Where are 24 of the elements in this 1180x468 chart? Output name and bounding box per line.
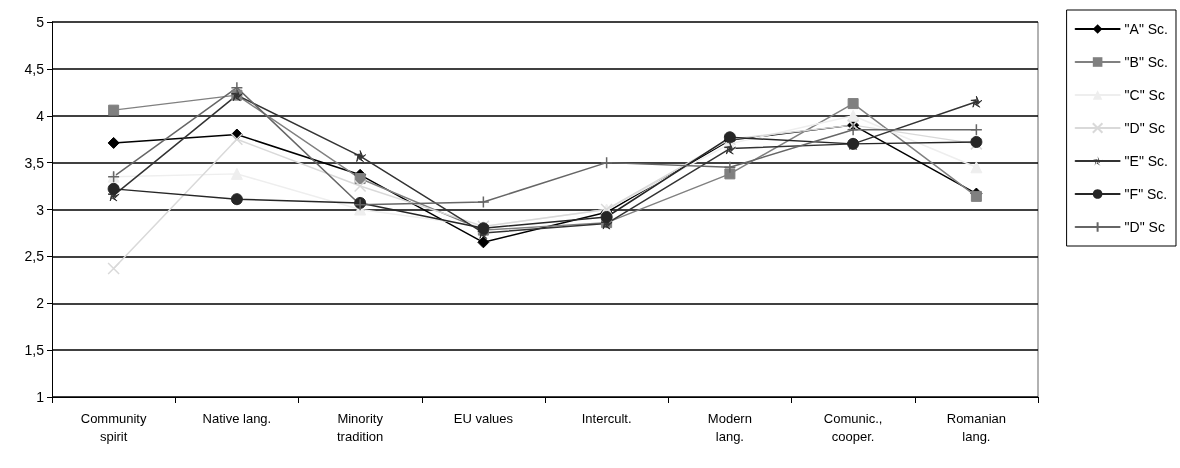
legend-label: "C" Sc [1124,87,1165,103]
x-tick-label: Community spirit [80,410,147,444]
legend-label: "B" Sc. [1124,54,1169,70]
legend-label: "E" Sc. [1124,153,1169,169]
y-tick-label: 5 [36,14,45,30]
x-tick-label: Intercult. [581,410,632,426]
y-tick-label: 2,5 [24,248,45,265]
y-tick-label: 4,5 [24,60,45,77]
x-tick-label: EU values [453,410,514,426]
legend-label: "A" Sc. [1124,21,1169,37]
y-tick-label: 2 [36,295,45,312]
y-tick-label: 1 [36,389,45,405]
x-tick-label: Modern lang. [707,410,752,444]
legend-label: "D" Sc [1124,219,1165,235]
y-tick-label: 3,5 [24,154,45,171]
y-tick-label: 3 [36,201,45,218]
y-tick-label: 4 [36,107,45,124]
y-tick-label: 1,5 [24,342,45,359]
x-tick-label: Romanian lang. [946,410,1007,444]
x-tick-label: Comunic., cooper. [823,410,883,444]
x-tick-label: Native lang. [202,410,272,426]
legend-label: "F" Sc. [1124,186,1168,202]
legend-label: "D" Sc [1124,120,1165,136]
x-tick-label: Minority tradition [337,410,384,444]
